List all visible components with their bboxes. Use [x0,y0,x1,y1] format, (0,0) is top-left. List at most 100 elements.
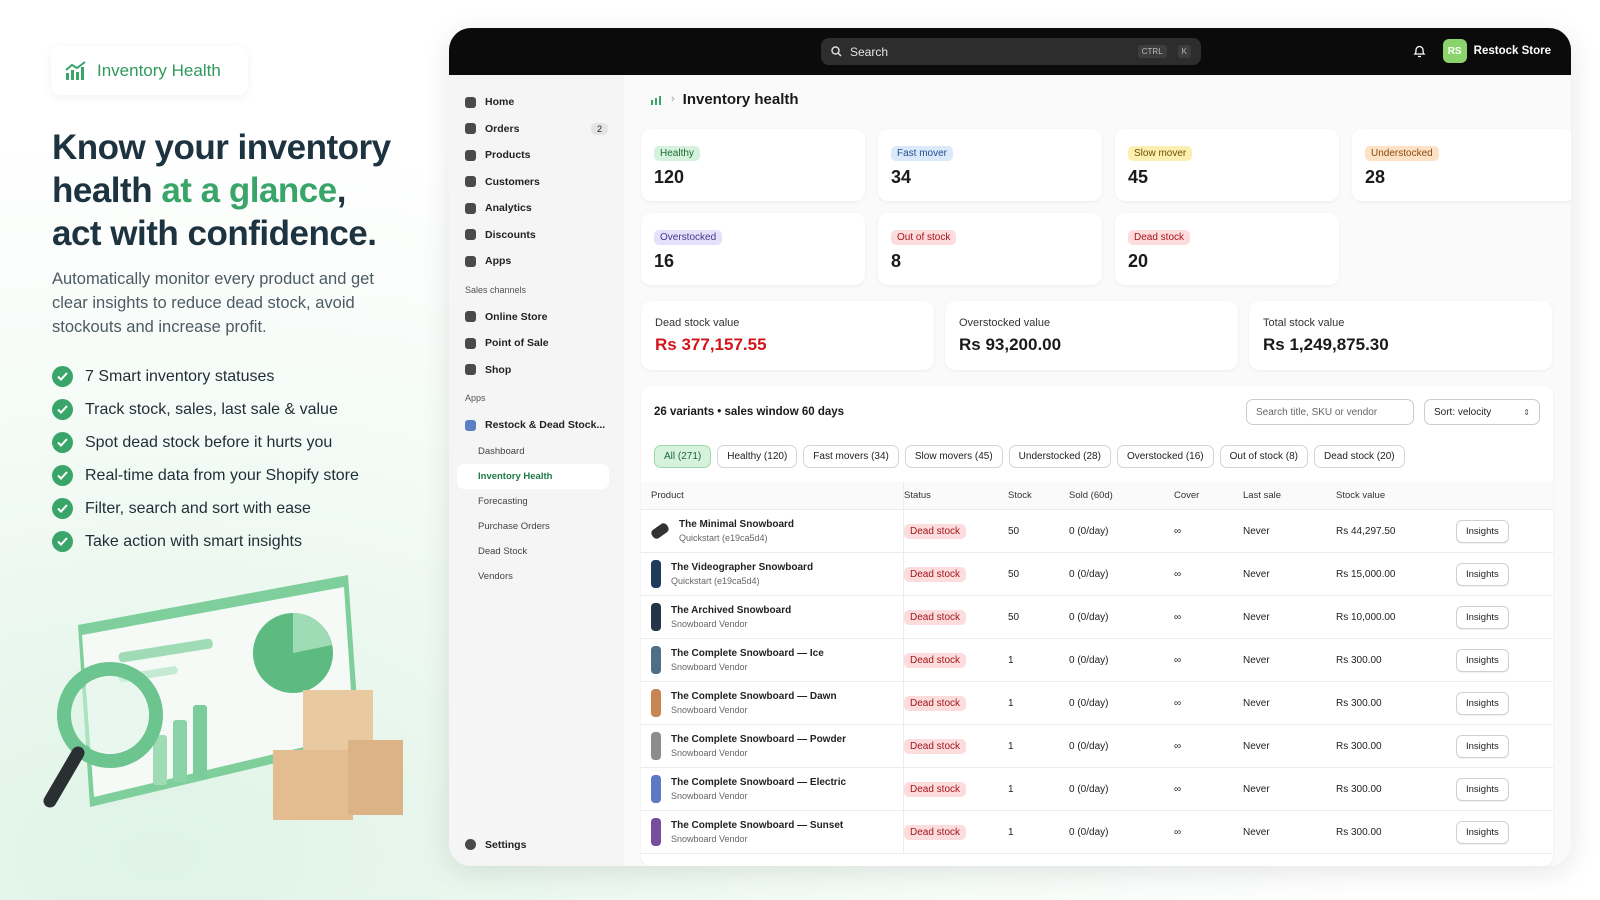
sold: 0 (0/day) [1069,697,1109,709]
search-box[interactable]: Search CTRL K [821,38,1201,65]
status-card[interactable]: Dead stock 20 [1115,213,1339,285]
insights-button[interactable]: Insights [1456,820,1509,844]
table-row: The Complete Snowboard — Powder Snowboard… [641,725,1553,768]
nav-item[interactable]: Restock & Dead Stock... [465,412,614,439]
status-count: 28 [1365,167,1386,187]
product-text: The Complete Snowboard — Ice Snowboard Ve… [671,648,824,672]
status-card[interactable]: Healthy 120 [641,129,865,201]
nav-item[interactable]: Settings [465,832,526,859]
status-count: 45 [1128,167,1149,187]
filter-pill[interactable]: Dead stock (20) [1314,444,1405,468]
feature: 7 Smart inventory statuses [52,360,359,393]
nav-label: Restock & Dead Stock... [485,419,606,432]
nav-item[interactable]: Online Store [465,304,614,331]
nav-item[interactable]: Orders 2 [465,116,614,143]
search-icon [831,46,842,57]
product-thumbnail [651,775,661,803]
insights-button[interactable]: Insights [1456,605,1509,629]
nav-item[interactable]: Point of Sale [465,330,614,357]
insights-button[interactable]: Insights [1456,648,1509,672]
section-label: Apps [465,393,486,403]
nav-subitem[interactable]: Dashboard [478,445,525,457]
feature-text: 7 Smart inventory statuses [85,367,275,385]
feature: Filter, search and sort with ease [52,492,359,525]
sold: 0 (0/day) [1069,826,1109,838]
status-card[interactable]: Overstocked 16 [641,213,865,285]
check [57,537,68,546]
table-row: The Minimal Snowboard Quickstart (e19ca5d… [641,510,1553,553]
nav-label: Home [485,96,515,109]
check-icon [52,432,73,453]
status-card[interactable]: Fast mover 34 [878,129,1102,201]
status-card[interactable]: Understocked 28 [1352,129,1571,201]
insights-button[interactable]: Insights [1456,691,1509,715]
cover: ∞ [1174,654,1182,666]
nav-label: Online Store [485,310,548,323]
sort-select[interactable]: Sort: velocity ⇕ [1424,399,1540,425]
insights-button[interactable]: Insights [1456,777,1509,801]
status-card[interactable]: Out of stock 8 [878,213,1102,285]
insights-button[interactable]: Insights [1456,734,1509,758]
filter-pill[interactable]: Overstocked (16) [1116,444,1214,468]
headline-line: health at a glance, [52,169,391,212]
feature-text: Filter, search and sort with ease [85,499,311,517]
store-switcher[interactable]: RS Restock Store [1442,39,1551,63]
feature-text: Take action with smart insights [85,532,302,550]
nav-subitem[interactable]: Forecasting [478,495,528,507]
search-text: Search [850,44,889,59]
value-amount: Rs 93,200.00 [959,335,1062,354]
insights-button[interactable]: Insights [1456,562,1509,586]
value-card: Total stock value Rs 1,249,875.30 [1249,301,1552,370]
stock: 1 [1008,740,1014,752]
nav-subitem[interactable]: Inventory Health [457,463,609,489]
nav-item[interactable]: Discounts [465,222,614,249]
nav-item[interactable]: Customers [465,169,614,196]
filter-pill[interactable]: Healthy (120) [717,444,798,468]
filter-pill[interactable]: All (271) [654,444,712,468]
status-card[interactable]: Slow mover 45 [1115,129,1339,201]
filter-pill[interactable]: Understocked (28) [1008,444,1111,468]
sold: 0 (0/day) [1069,740,1109,752]
nav-label: Point of Sale [485,337,549,350]
check [57,471,68,480]
filter-pill[interactable]: Slow movers (45) [904,444,1003,468]
nav-item[interactable]: Shop [465,357,614,384]
filter-pill[interactable]: Out of stock (8) [1219,444,1308,468]
last-sale: Never [1243,740,1270,752]
status-cards: Healthy 120 Fast mover 34 Slow mover 45 Unders… [641,129,1571,285]
status-cell: Dead stock [904,523,1008,539]
description: Automatically monitor every product and … [52,270,374,336]
store-name: Restock Store [1473,45,1551,57]
cover: ∞ [1174,525,1182,537]
product-name: The Complete Snowboard — Powder [671,734,847,745]
product-thumbnail [651,603,661,631]
status-count: 34 [891,167,912,187]
column-header: Stock value [1336,490,1386,501]
nav-subitem[interactable]: Purchase Orders [478,520,550,532]
product-vendor: Snowboard Vendor [671,748,748,758]
last-sale: Never [1243,525,1270,537]
headline-highlight: at a glance [161,171,337,210]
status-pill: Dead stock [904,781,967,797]
nav-item[interactable]: Analytics [465,195,614,222]
status-count: 16 [654,251,675,271]
product-cell: The Complete Snowboard — Dawn Snowboard V… [651,682,904,724]
nav-item[interactable]: Home [465,89,614,116]
stock-value: Rs 300.00 [1336,740,1382,752]
filter-pill[interactable]: Fast movers (34) [803,444,899,468]
insights-button[interactable]: Insights [1456,519,1509,543]
product-cell: The Complete Snowboard — Electric Snowboa… [651,768,904,810]
notifications[interactable] [1413,44,1426,58]
stock: 50 [1008,525,1020,537]
check-icon [52,399,73,420]
nav-item[interactable]: Products [465,142,614,169]
nav-subitem[interactable]: Dead Stock [478,545,528,557]
table-search[interactable]: Search title, SKU or vendor [1246,399,1414,425]
nav-subitem[interactable]: Vendors [478,570,513,582]
sidebar: Home Orders 2 Products Customers Analytics Dis… [449,75,624,866]
nav-icon [465,149,476,161]
nav-item[interactable]: Apps [465,248,614,275]
value-label: Dead stock value [655,317,740,329]
nav-icon [465,229,476,241]
sort-arrows: ⇕ [1523,407,1530,417]
